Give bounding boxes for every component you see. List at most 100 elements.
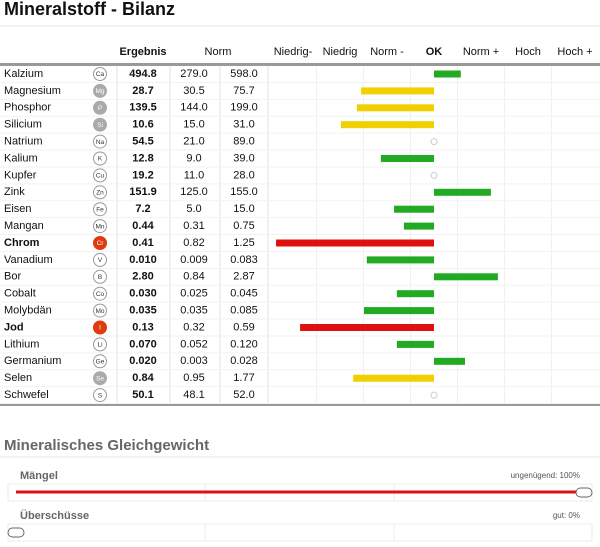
symbol: Si: [97, 122, 103, 129]
result: 494.8: [129, 68, 157, 80]
norm-min: 9.0: [186, 152, 201, 164]
norm-min: 0.31: [183, 220, 204, 232]
norm-max: 0.085: [230, 305, 258, 317]
column-header: Norm: [205, 46, 232, 58]
mineral-name: Selen: [4, 372, 32, 384]
norm-min: 48.1: [183, 389, 204, 401]
balance-status: gut: 0%: [553, 511, 580, 520]
norm-max: 52.0: [233, 389, 254, 401]
symbol-badge: [93, 320, 107, 335]
norm-min: 11.0: [184, 169, 205, 181]
result: 10.6: [132, 119, 153, 131]
symbol-badge: [93, 100, 107, 115]
mineral-name: Kalium: [4, 152, 38, 164]
slider-knob: [7, 527, 25, 538]
result: 7.2: [135, 203, 150, 215]
deviation-bar: [276, 239, 434, 247]
result: 19.2: [132, 169, 153, 181]
norm-min: 144.0: [180, 102, 208, 114]
symbol-badge: [93, 134, 107, 149]
scale-header: Hoch: [515, 46, 541, 58]
result: 0.010: [129, 254, 157, 266]
norm-max: 1.77: [233, 372, 254, 384]
result: 50.1: [132, 389, 153, 401]
norm-max: 75.7: [233, 85, 254, 97]
symbol-badge: [93, 67, 107, 81]
result: 0.44: [132, 220, 154, 232]
table-top-rule: [0, 63, 600, 66]
norm-min: 5.0: [186, 203, 201, 215]
mineral-name: Natrium: [4, 136, 43, 148]
symbol: Se: [96, 375, 104, 382]
result: 0.020: [129, 355, 157, 367]
column-header: Ergebnis: [119, 46, 166, 58]
symbol: S: [98, 392, 103, 399]
norm-min: 21.0: [183, 136, 204, 148]
deviation-bar: [366, 256, 434, 264]
deviation-bar: [353, 374, 434, 382]
scale-header: Norm -: [370, 46, 404, 58]
balance-status: ungenügend: 100%: [511, 471, 580, 480]
mineral-name: Kalzium: [4, 68, 43, 80]
norm-min: 15.0: [183, 119, 204, 131]
norm-min: 30.5: [183, 85, 204, 97]
slider-box: [7, 523, 593, 542]
symbol-badge: [93, 337, 107, 352]
scale-header: Hoch +: [557, 46, 592, 58]
symbol-badge: [93, 185, 107, 200]
symbol-badge: [93, 117, 107, 132]
symbol: Ge: [96, 359, 105, 366]
deviation-bar: [434, 188, 491, 196]
mineral-name: Chrom: [4, 237, 40, 249]
norm-min: 0.052: [180, 338, 208, 350]
norm-max: 0.083: [230, 254, 258, 266]
symbol-badge: [93, 202, 107, 217]
slider-knob: [575, 487, 593, 498]
norm-min: 0.003: [180, 355, 208, 367]
symbol-badge: [93, 269, 107, 284]
scale-header: Norm +: [463, 46, 499, 58]
norm-min: 0.025: [180, 288, 208, 300]
norm-max: 89.0: [233, 136, 254, 148]
symbol-badge: [93, 83, 107, 98]
result: 0.030: [129, 288, 157, 300]
norm-min: 0.009: [180, 254, 208, 266]
symbol: Cu: [96, 173, 105, 180]
norm-max: 0.045: [230, 288, 258, 300]
symbol-badge: [93, 354, 107, 369]
result: 54.5: [132, 136, 153, 148]
symbol-badge: [93, 151, 107, 166]
norm-min: 0.84: [183, 271, 204, 283]
symbol: Na: [96, 139, 105, 146]
result: 2.80: [132, 271, 153, 283]
mineral-name: Molybdän: [4, 305, 52, 317]
norm-max: 0.75: [233, 220, 254, 232]
mineral-name: Germanium: [4, 355, 61, 367]
result: 28.7: [132, 85, 153, 97]
symbol: Cr: [97, 240, 105, 247]
norm-max: 39.0: [233, 152, 254, 164]
mineral-name: Jod: [4, 321, 24, 333]
deviation-bar: [396, 290, 434, 298]
norm-max: 0.028: [230, 355, 258, 367]
norm-max: 0.120: [230, 338, 258, 350]
mineral-name: Bor: [4, 271, 21, 283]
norm-min: 0.95: [183, 372, 204, 384]
result: 0.070: [129, 338, 157, 350]
section-title: Mineralisches Gleichgewicht: [4, 437, 209, 454]
ok-marker: [430, 138, 438, 146]
symbol: Li: [97, 342, 102, 349]
symbol: Mn: [95, 223, 104, 230]
symbol-badge: [93, 236, 107, 250]
mineral-name: Mangan: [4, 220, 44, 232]
ok-marker: [430, 171, 438, 179]
deviation-bar: [356, 104, 434, 112]
symbol: Ca: [96, 71, 105, 78]
norm-max: 2.87: [233, 271, 254, 283]
deviation-bar: [300, 324, 434, 331]
norm-max: 0.59: [233, 321, 254, 333]
result: 12.8: [132, 152, 153, 164]
norm-min: 0.82: [183, 237, 204, 249]
